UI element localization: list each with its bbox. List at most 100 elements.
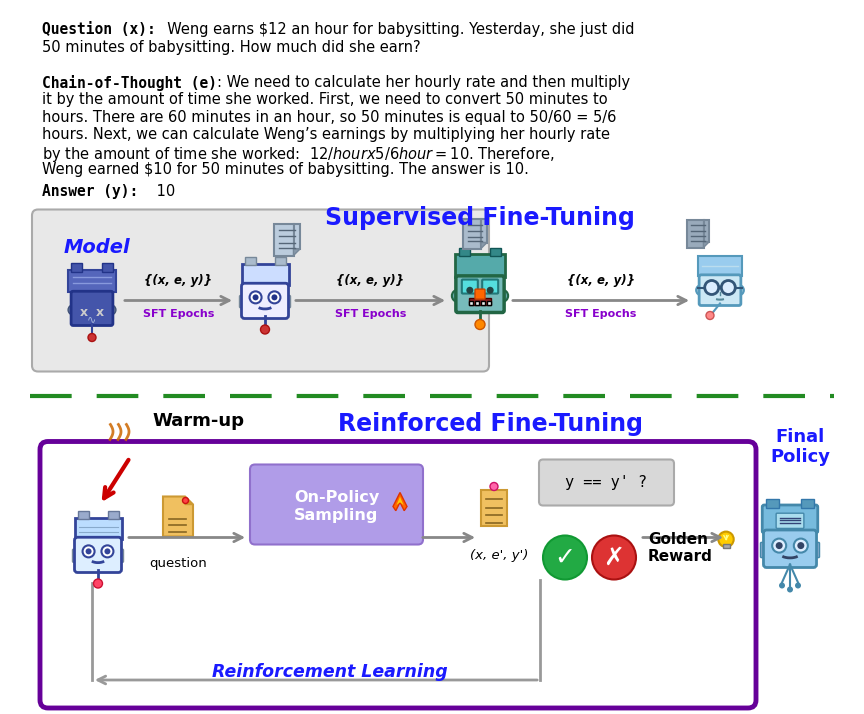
FancyBboxPatch shape: [698, 256, 741, 276]
Circle shape: [269, 291, 281, 303]
FancyBboxPatch shape: [475, 289, 485, 299]
FancyBboxPatch shape: [463, 218, 481, 248]
Circle shape: [88, 333, 96, 341]
FancyBboxPatch shape: [455, 254, 505, 277]
Text: Answer (y):: Answer (y):: [42, 183, 138, 198]
Circle shape: [772, 538, 786, 553]
FancyBboxPatch shape: [776, 513, 804, 528]
Polygon shape: [703, 242, 709, 248]
FancyBboxPatch shape: [491, 248, 501, 256]
FancyBboxPatch shape: [766, 498, 779, 508]
Circle shape: [93, 579, 103, 588]
FancyBboxPatch shape: [459, 248, 470, 256]
FancyBboxPatch shape: [274, 223, 294, 256]
FancyBboxPatch shape: [801, 498, 814, 508]
Text: Chain-of-Thought (e): Chain-of-Thought (e): [42, 74, 217, 91]
Circle shape: [797, 542, 804, 549]
Text: x: x: [96, 306, 105, 318]
Text: Weng earned $10 for 50 minutes of babysitting. The answer is 10.: Weng earned $10 for 50 minutes of babysi…: [42, 162, 529, 177]
FancyBboxPatch shape: [71, 291, 113, 326]
Polygon shape: [481, 243, 487, 248]
FancyBboxPatch shape: [281, 296, 290, 308]
Circle shape: [68, 305, 78, 315]
Circle shape: [779, 583, 785, 588]
FancyBboxPatch shape: [481, 490, 507, 526]
FancyBboxPatch shape: [242, 283, 289, 318]
Text: Warm-up: Warm-up: [152, 411, 244, 430]
Text: question: question: [149, 556, 206, 570]
Circle shape: [490, 483, 498, 491]
Circle shape: [106, 305, 116, 315]
Text: {(x, e, y)}: {(x, e, y)}: [144, 273, 213, 286]
Text: SFT Epochs: SFT Epochs: [565, 308, 637, 318]
FancyBboxPatch shape: [687, 219, 703, 248]
Circle shape: [486, 287, 493, 293]
FancyBboxPatch shape: [102, 263, 113, 271]
FancyBboxPatch shape: [760, 543, 772, 558]
Text: Model: Model: [64, 238, 130, 256]
Text: x: x: [79, 306, 88, 318]
Text: Supervised Fine-Tuning: Supervised Fine-Tuning: [325, 206, 635, 229]
FancyBboxPatch shape: [74, 518, 122, 539]
FancyBboxPatch shape: [275, 257, 285, 265]
FancyBboxPatch shape: [68, 270, 116, 292]
FancyBboxPatch shape: [73, 549, 82, 563]
FancyBboxPatch shape: [722, 543, 729, 548]
Text: hours. There are 60 minutes in an hour, so 50 minutes is equal to 50/60 = 5/6: hours. There are 60 minutes in an hour, …: [42, 109, 616, 124]
Circle shape: [794, 538, 808, 553]
FancyBboxPatch shape: [32, 209, 489, 371]
FancyBboxPatch shape: [808, 543, 820, 558]
FancyBboxPatch shape: [486, 301, 491, 305]
Text: 50 minutes of babysitting. How much did she earn?: 50 minutes of babysitting. How much did …: [42, 39, 421, 54]
Polygon shape: [393, 493, 407, 511]
FancyBboxPatch shape: [469, 301, 473, 305]
Text: SFT Epochs: SFT Epochs: [335, 308, 406, 318]
Circle shape: [452, 290, 464, 302]
Polygon shape: [163, 496, 193, 536]
FancyBboxPatch shape: [539, 460, 674, 506]
Circle shape: [83, 545, 94, 558]
Polygon shape: [397, 497, 403, 505]
FancyBboxPatch shape: [469, 298, 491, 305]
Text: {(x, e, y)}: {(x, e, y)}: [567, 273, 635, 286]
Text: by the amount of time she worked:  $12/hour x 5/6 hour = $10. Therefore,: by the amount of time she worked: $12/ho…: [42, 144, 555, 164]
FancyBboxPatch shape: [40, 441, 756, 708]
FancyBboxPatch shape: [245, 257, 256, 265]
Text: Final
Policy: Final Policy: [770, 428, 830, 466]
Text: it by the amount of time she worked. First, we need to convert 50 minutes to: it by the amount of time she worked. Fir…: [42, 92, 607, 107]
Circle shape: [734, 285, 744, 295]
Circle shape: [105, 548, 111, 554]
Text: SFT Epochs: SFT Epochs: [143, 308, 214, 318]
FancyBboxPatch shape: [294, 223, 300, 249]
Text: Golden
Reward: Golden Reward: [648, 531, 713, 564]
Text: Question (x):: Question (x):: [42, 22, 156, 37]
Circle shape: [182, 498, 188, 503]
Polygon shape: [294, 249, 300, 256]
Circle shape: [252, 294, 258, 301]
Circle shape: [467, 287, 473, 293]
Text: (x, e', y'): (x, e', y'): [470, 550, 528, 563]
Text: ✓: ✓: [555, 545, 575, 570]
Circle shape: [592, 536, 636, 580]
Text: 10: 10: [152, 183, 175, 198]
Text: Weng earns $12 an hour for babysitting. Yesterday, she just did: Weng earns $12 an hour for babysitting. …: [158, 22, 634, 37]
Circle shape: [475, 319, 485, 329]
FancyBboxPatch shape: [481, 218, 487, 243]
Text: Reinforcement Learning: Reinforcement Learning: [213, 663, 448, 681]
Circle shape: [543, 536, 587, 580]
Circle shape: [721, 281, 735, 294]
Text: {(x, e, y)}: {(x, e, y)}: [336, 273, 404, 286]
FancyBboxPatch shape: [74, 537, 122, 573]
Circle shape: [250, 291, 262, 303]
FancyBboxPatch shape: [239, 296, 250, 308]
Circle shape: [261, 325, 270, 334]
FancyBboxPatch shape: [762, 505, 817, 533]
Text: hours. Next, we can calculate Weng’s earnings by multiplying her hourly rate: hours. Next, we can calculate Weng’s ear…: [42, 127, 610, 142]
Circle shape: [776, 542, 783, 549]
Circle shape: [696, 285, 706, 295]
FancyBboxPatch shape: [703, 219, 709, 242]
FancyBboxPatch shape: [242, 263, 289, 286]
FancyBboxPatch shape: [107, 511, 118, 519]
FancyBboxPatch shape: [481, 301, 485, 305]
Text: : We need to calculate her hourly rate and then multiply: : We need to calculate her hourly rate a…: [217, 74, 630, 89]
